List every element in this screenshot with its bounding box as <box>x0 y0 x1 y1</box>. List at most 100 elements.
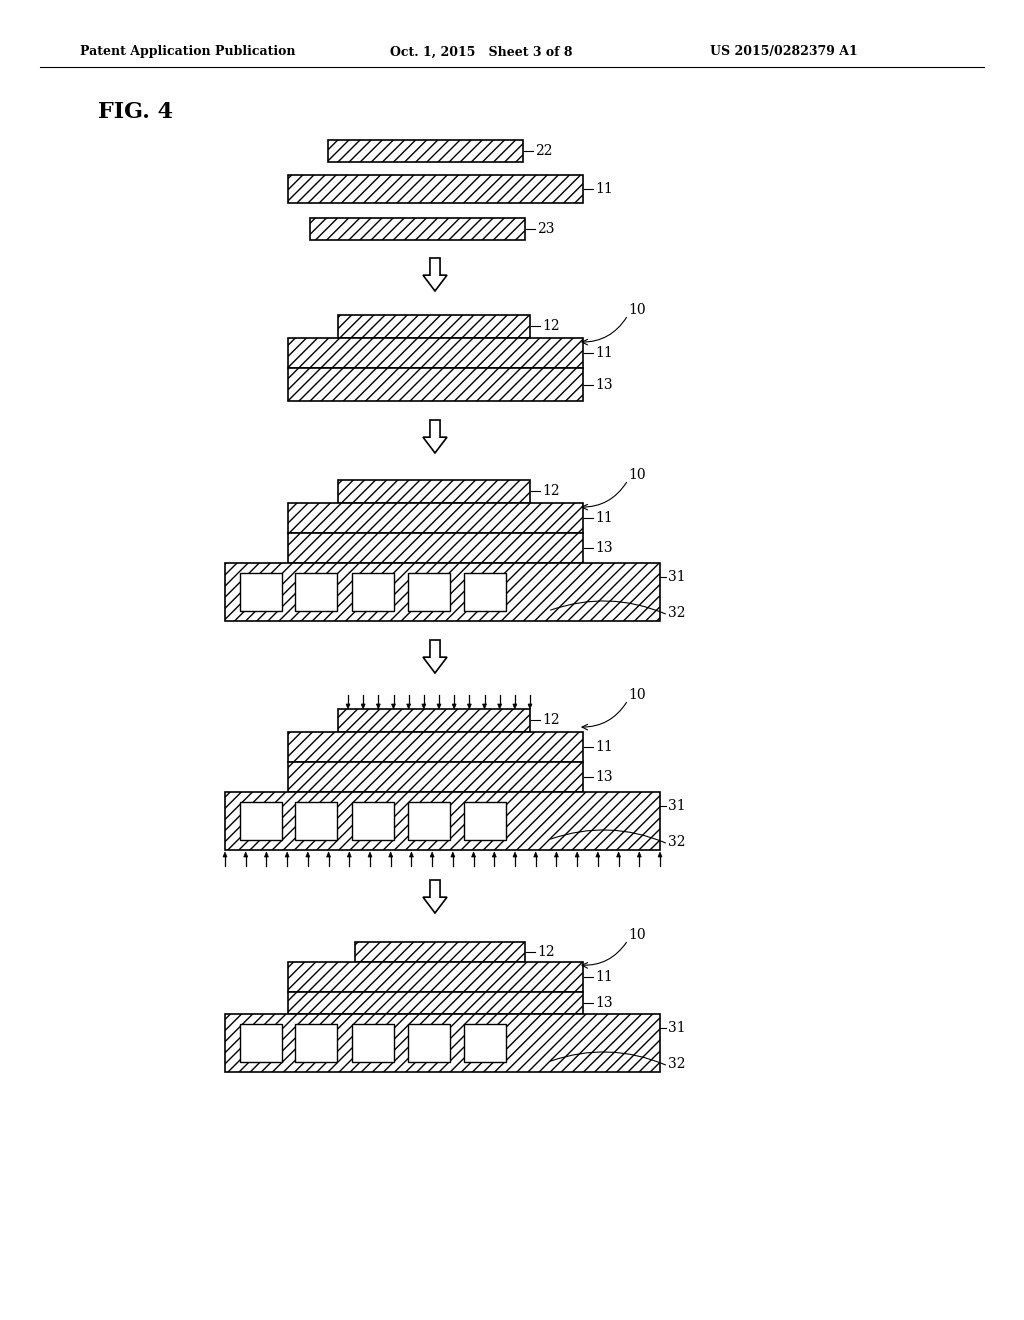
Text: 13: 13 <box>595 541 612 554</box>
Polygon shape <box>244 851 248 857</box>
Bar <box>464 573 506 611</box>
Polygon shape <box>223 851 227 857</box>
Bar <box>288 503 583 533</box>
Text: 12: 12 <box>537 945 555 960</box>
Bar <box>408 803 450 840</box>
Bar <box>464 1024 506 1063</box>
Polygon shape <box>346 704 350 709</box>
Text: 10: 10 <box>628 928 645 942</box>
Polygon shape <box>513 851 517 857</box>
Bar <box>464 803 506 840</box>
Text: 31: 31 <box>668 799 686 813</box>
Polygon shape <box>410 851 414 857</box>
Bar <box>408 1024 450 1063</box>
Text: 10: 10 <box>628 304 645 317</box>
Polygon shape <box>658 851 662 857</box>
Polygon shape <box>528 704 532 709</box>
Text: 11: 11 <box>595 346 612 360</box>
Bar <box>288 533 583 564</box>
Polygon shape <box>472 851 475 857</box>
Bar <box>408 573 450 611</box>
Polygon shape <box>389 851 393 857</box>
Text: US 2015/0282379 A1: US 2015/0282379 A1 <box>710 45 858 58</box>
Text: 10: 10 <box>628 469 645 482</box>
Polygon shape <box>264 851 268 857</box>
Bar <box>352 1024 394 1063</box>
Text: 22: 22 <box>535 144 553 158</box>
Text: 32: 32 <box>668 606 685 620</box>
Polygon shape <box>437 704 441 709</box>
Bar <box>338 480 530 503</box>
Polygon shape <box>306 851 310 857</box>
Text: 11: 11 <box>595 182 612 195</box>
Text: 32: 32 <box>668 836 685 849</box>
Polygon shape <box>451 851 455 857</box>
Bar <box>225 564 660 620</box>
Text: 13: 13 <box>595 997 612 1010</box>
Text: 13: 13 <box>595 378 612 392</box>
Text: Patent Application Publication: Patent Application Publication <box>80 45 296 58</box>
Text: 12: 12 <box>542 319 560 333</box>
Bar <box>288 368 583 401</box>
Text: FIG. 4: FIG. 4 <box>98 102 173 123</box>
Polygon shape <box>423 420 447 453</box>
Bar <box>295 803 337 840</box>
Polygon shape <box>534 851 538 857</box>
Polygon shape <box>554 851 558 857</box>
Polygon shape <box>467 704 471 709</box>
Bar <box>295 573 337 611</box>
Bar <box>355 942 525 962</box>
Polygon shape <box>482 704 486 709</box>
Polygon shape <box>637 851 641 857</box>
Bar <box>288 762 583 792</box>
Text: 11: 11 <box>595 970 612 983</box>
Bar <box>225 1014 660 1072</box>
Text: 12: 12 <box>542 713 560 727</box>
Polygon shape <box>347 851 351 857</box>
Bar <box>328 140 523 162</box>
Polygon shape <box>407 704 411 709</box>
Polygon shape <box>453 704 456 709</box>
Polygon shape <box>422 704 426 709</box>
Bar <box>225 792 660 850</box>
Bar <box>352 573 394 611</box>
Bar <box>338 315 530 338</box>
Polygon shape <box>575 851 580 857</box>
Text: 11: 11 <box>595 511 612 525</box>
Text: 13: 13 <box>595 770 612 784</box>
Polygon shape <box>377 704 380 709</box>
Bar <box>288 338 583 368</box>
Bar <box>352 803 394 840</box>
Text: 11: 11 <box>595 741 612 754</box>
Bar <box>288 993 583 1014</box>
Text: 31: 31 <box>668 570 686 583</box>
Text: 31: 31 <box>668 1020 686 1035</box>
Polygon shape <box>513 704 517 709</box>
Bar <box>288 733 583 762</box>
Polygon shape <box>361 704 366 709</box>
Bar <box>288 176 583 203</box>
Polygon shape <box>327 851 331 857</box>
Bar <box>240 1024 282 1063</box>
Polygon shape <box>616 851 621 857</box>
Text: 23: 23 <box>537 222 555 236</box>
Polygon shape <box>498 704 502 709</box>
Bar <box>240 573 282 611</box>
Bar <box>295 1024 337 1063</box>
Text: 10: 10 <box>628 688 645 702</box>
Polygon shape <box>391 704 395 709</box>
Text: 12: 12 <box>542 484 560 498</box>
Text: 32: 32 <box>668 1057 685 1071</box>
Text: Oct. 1, 2015   Sheet 3 of 8: Oct. 1, 2015 Sheet 3 of 8 <box>390 45 572 58</box>
Bar <box>288 962 583 993</box>
Polygon shape <box>423 257 447 290</box>
Polygon shape <box>430 851 434 857</box>
Polygon shape <box>285 851 289 857</box>
Bar <box>310 218 525 240</box>
Polygon shape <box>596 851 600 857</box>
Bar <box>240 803 282 840</box>
Polygon shape <box>368 851 372 857</box>
Bar <box>338 709 530 733</box>
Polygon shape <box>423 880 447 913</box>
Polygon shape <box>423 640 447 673</box>
